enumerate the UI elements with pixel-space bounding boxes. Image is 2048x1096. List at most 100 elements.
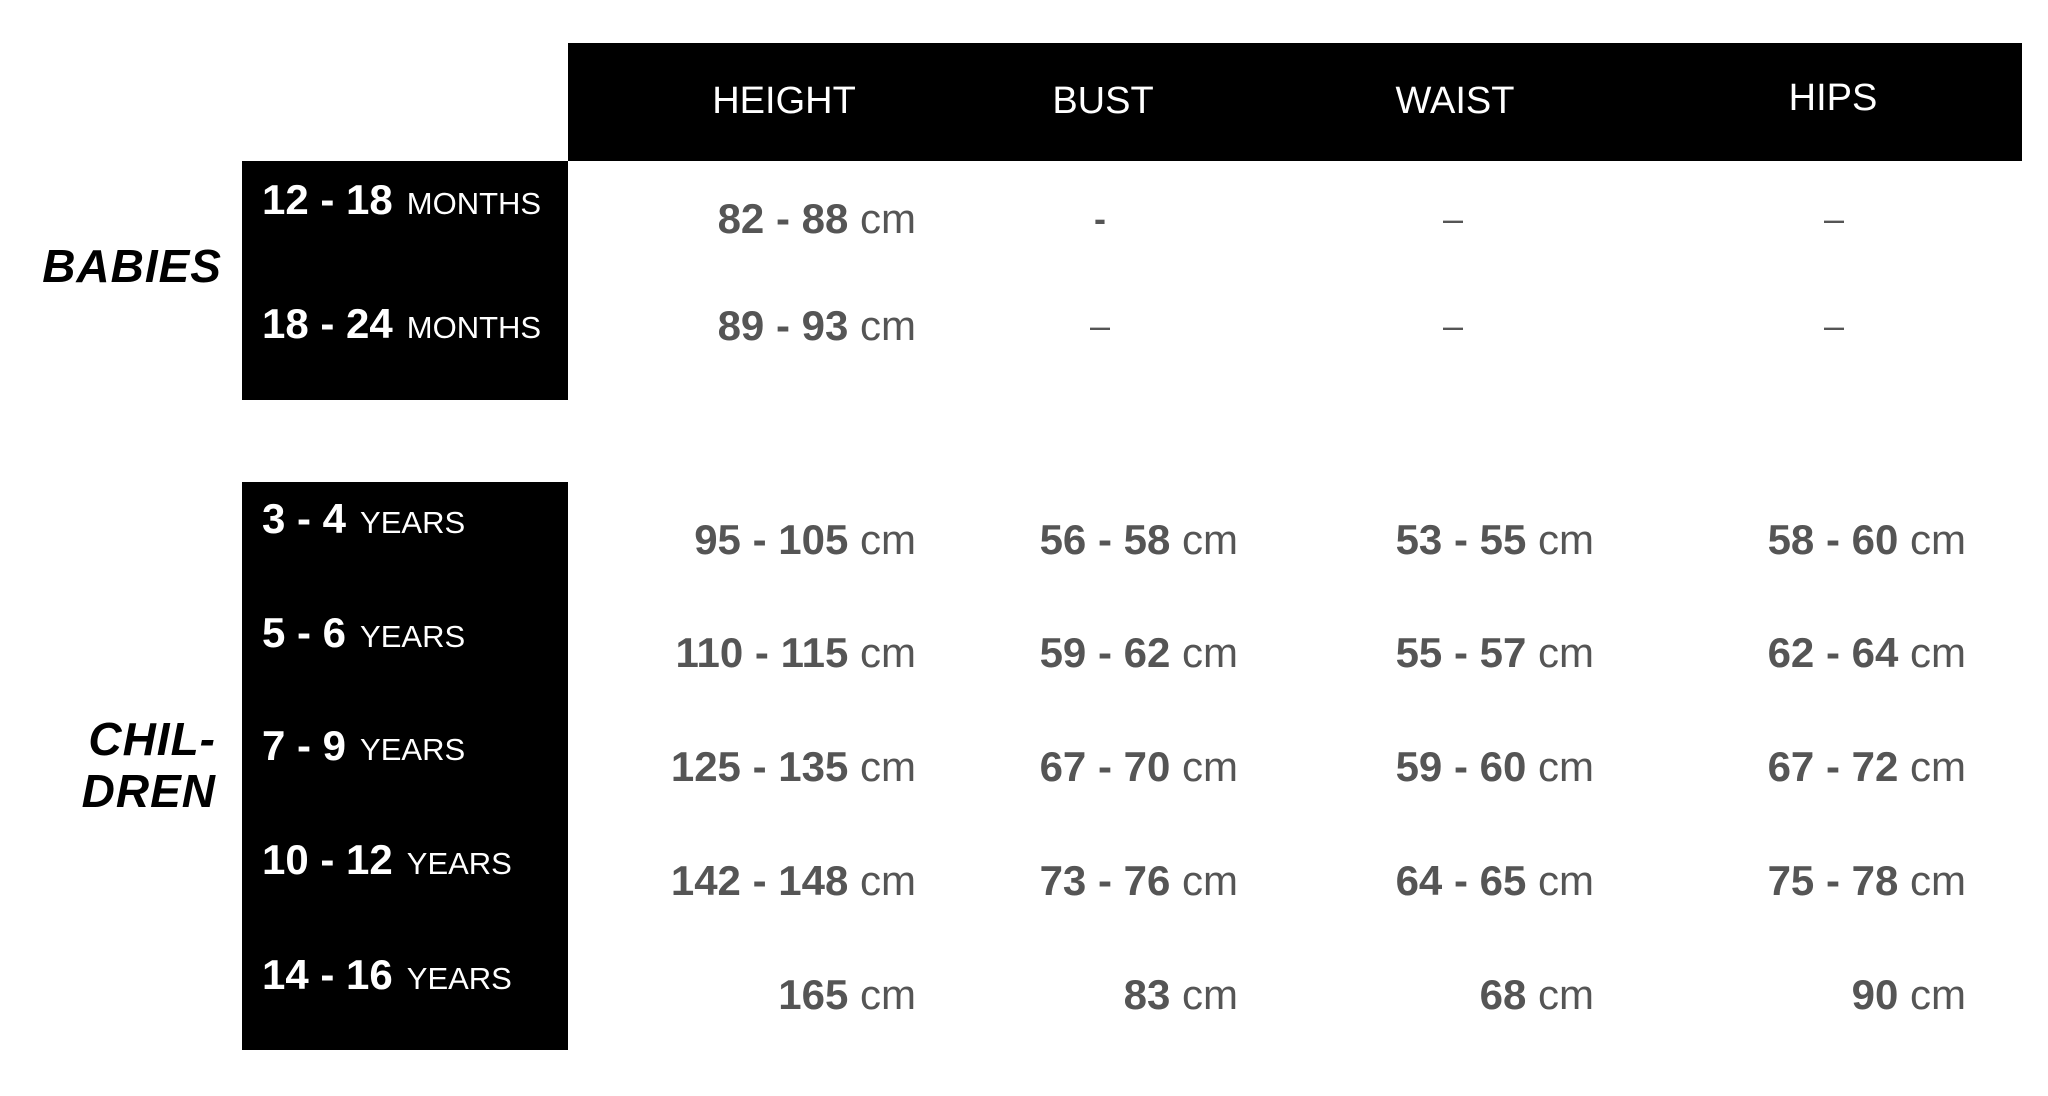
row-label: 14 - 16 YEARS [262,951,512,999]
measurement-value: 55 - 57 [1395,629,1527,676]
measurement-value: 59 - 62 [1039,629,1171,676]
age-range: 3 - 4 [262,495,347,542]
group-label-babies: BABIES [42,240,222,292]
children-label-box [242,482,568,1050]
measurement-value: 89 - 93 [717,302,849,349]
measurement-cell: 75 - 78 cm [1768,857,1966,905]
measurement-cell: 67 - 70 cm [1040,743,1238,791]
measurement-cell: 89 - 93 cm [718,302,916,350]
measurement-cell: 53 - 55 cm [1396,516,1594,564]
age-unit: MONTHS [406,310,542,345]
measurement-cell: 73 - 76 cm [1040,857,1238,905]
measurement-cell: 59 - 60 cm [1396,743,1594,791]
measurement-cell: 142 - 148 cm [671,857,916,905]
row-label: 5 - 6 YEARS [262,609,465,657]
measurement-unit: cm [1538,971,1594,1018]
group-label-children-line2: DREN [81,765,216,817]
empty-value: – [1442,305,1464,346]
measurement-unit: cm [1538,743,1594,790]
column-header-waist: WAIST [1395,80,1515,122]
measurement-unit: cm [860,302,916,349]
measurement-unit: cm [1538,857,1594,904]
empty-value: – [1823,198,1845,239]
measurement-cell: 95 - 105 cm [694,516,916,564]
age-range: 7 - 9 [262,722,347,769]
measurement-cell: 125 - 135 cm [671,743,916,791]
measurement-value: 67 - 72 [1767,743,1899,790]
measurement-value: 56 - 58 [1039,516,1171,563]
measurement-value: 68 [1479,971,1527,1018]
age-unit: YEARS [360,619,466,654]
measurement-cell: 90 cm [1852,971,1966,1019]
row-label: 18 - 24 MONTHS [262,300,541,348]
row-label: 10 - 12 YEARS [262,836,512,884]
age-range: 10 - 12 [262,836,393,883]
measurement-value: 142 - 148 [670,857,849,904]
empty-value: – [1089,305,1111,346]
measurement-value: 62 - 64 [1767,629,1899,676]
measurement-unit: cm [1538,516,1594,563]
measurement-unit: cm [1182,743,1238,790]
group-label-children: CHIL- DREN [20,713,216,817]
empty-value: – [1442,198,1464,239]
group-label-children-line1: CHIL- [88,713,216,765]
age-unit: YEARS [406,961,512,996]
empty-value: - [1094,198,1106,239]
age-range: 12 - 18 [262,176,393,223]
babies-label-box [242,161,568,400]
measurement-unit: cm [860,195,916,242]
measurement-unit: cm [1182,629,1238,676]
measurement-cell: 64 - 65 cm [1396,857,1594,905]
measurement-unit: cm [1910,516,1966,563]
measurement-value: 83 [1123,971,1171,1018]
age-unit: YEARS [360,732,466,767]
age-range: 18 - 24 [262,300,393,347]
measurement-value: 95 - 105 [694,516,849,563]
measurement-value: 90 [1851,971,1899,1018]
measurement-value: 165 [778,971,849,1018]
measurement-unit: cm [1182,971,1238,1018]
measurement-unit: cm [1910,743,1966,790]
measurement-cell: 56 - 58 cm [1040,516,1238,564]
measurement-cell: 110 - 115 cm [675,629,916,677]
measurement-value: 75 - 78 [1767,857,1899,904]
measurement-cell: 82 - 88 cm [718,195,916,243]
measurement-unit: cm [1910,629,1966,676]
column-header-hips: HIPS [1788,77,1878,119]
age-unit: YEARS [360,505,466,540]
measurement-unit: cm [1910,971,1966,1018]
measurement-cell: 165 cm [778,971,916,1019]
measurement-unit: cm [1538,629,1594,676]
measurement-unit: cm [1182,516,1238,563]
measurement-cell: 58 - 60 cm [1768,516,1966,564]
row-label: 3 - 4 YEARS [262,495,465,543]
measurement-value: 64 - 65 [1395,857,1527,904]
measurement-cell: 67 - 72 cm [1768,743,1966,791]
measurement-unit: cm [860,857,916,904]
age-unit: YEARS [406,846,512,881]
measurement-value: 125 - 135 [670,743,849,790]
measurement-value: 59 - 60 [1395,743,1527,790]
column-header-height: HEIGHT [712,80,856,122]
measurement-cell: 83 cm [1124,971,1238,1019]
measurement-value: 58 - 60 [1767,516,1899,563]
measurement-value: 110 - 115 [675,629,849,676]
measurement-cell: 59 - 62 cm [1040,629,1238,677]
age-unit: MONTHS [406,186,542,221]
measurement-value: 82 - 88 [717,195,849,242]
measurement-value: 73 - 76 [1039,857,1171,904]
measurement-cell: 55 - 57 cm [1396,629,1594,677]
measurement-unit: cm [860,743,916,790]
measurement-unit: cm [860,516,916,563]
header-bar [568,43,2022,161]
measurement-cell: 62 - 64 cm [1768,629,1966,677]
row-label: 12 - 18 MONTHS [262,176,541,224]
empty-value: – [1823,305,1845,346]
measurement-unit: cm [860,629,916,676]
measurement-unit: cm [1910,857,1966,904]
measurement-value: 53 - 55 [1395,516,1527,563]
age-range: 5 - 6 [262,609,347,656]
measurement-unit: cm [860,971,916,1018]
measurement-cell: 68 cm [1480,971,1594,1019]
measurement-value: 67 - 70 [1039,743,1171,790]
